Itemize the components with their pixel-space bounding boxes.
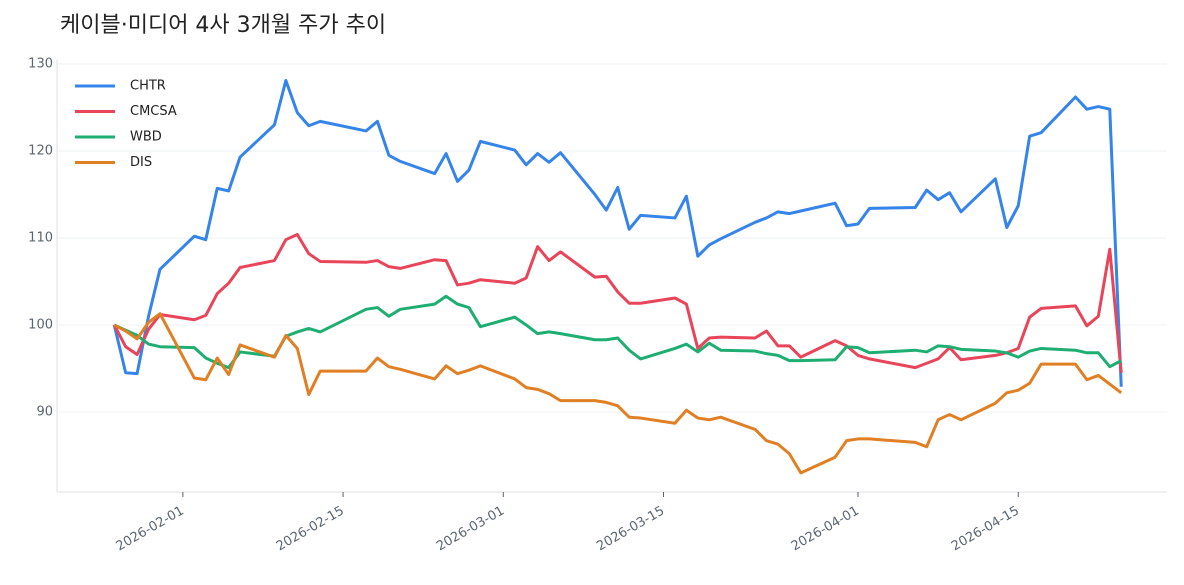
y-tick-label: 120: [28, 143, 53, 158]
x-tick-label: 2026-04-15: [949, 504, 1022, 555]
legend-label: WBD: [130, 130, 162, 145]
chart-title: 케이블·미디어 4사 3개월 주가 추이: [60, 13, 386, 38]
y-tick-label: 100: [28, 317, 53, 332]
x-tick-label: 2026-03-15: [594, 504, 667, 555]
legend-label: DIS: [130, 155, 152, 170]
x-tick-label: 2026-02-15: [274, 504, 347, 555]
series-line: [112, 78, 1123, 387]
legend: CHTR CMCSA WBD DIS: [75, 79, 177, 170]
x-tick-label: 2026-04-01: [789, 504, 862, 555]
y-tick-label: 130: [28, 56, 53, 71]
x-tick-label: 2026-02-01: [114, 504, 187, 555]
x-tick-label: 2026-03-01: [434, 504, 507, 555]
series-line: [113, 294, 1122, 370]
legend-label: CHTR: [130, 79, 166, 94]
series-line: [112, 232, 1123, 373]
y-tick-label: 110: [28, 230, 53, 245]
series-line: [113, 312, 1123, 475]
legend-label: CMCSA: [130, 104, 177, 119]
y-tick-label: 90: [36, 404, 53, 419]
